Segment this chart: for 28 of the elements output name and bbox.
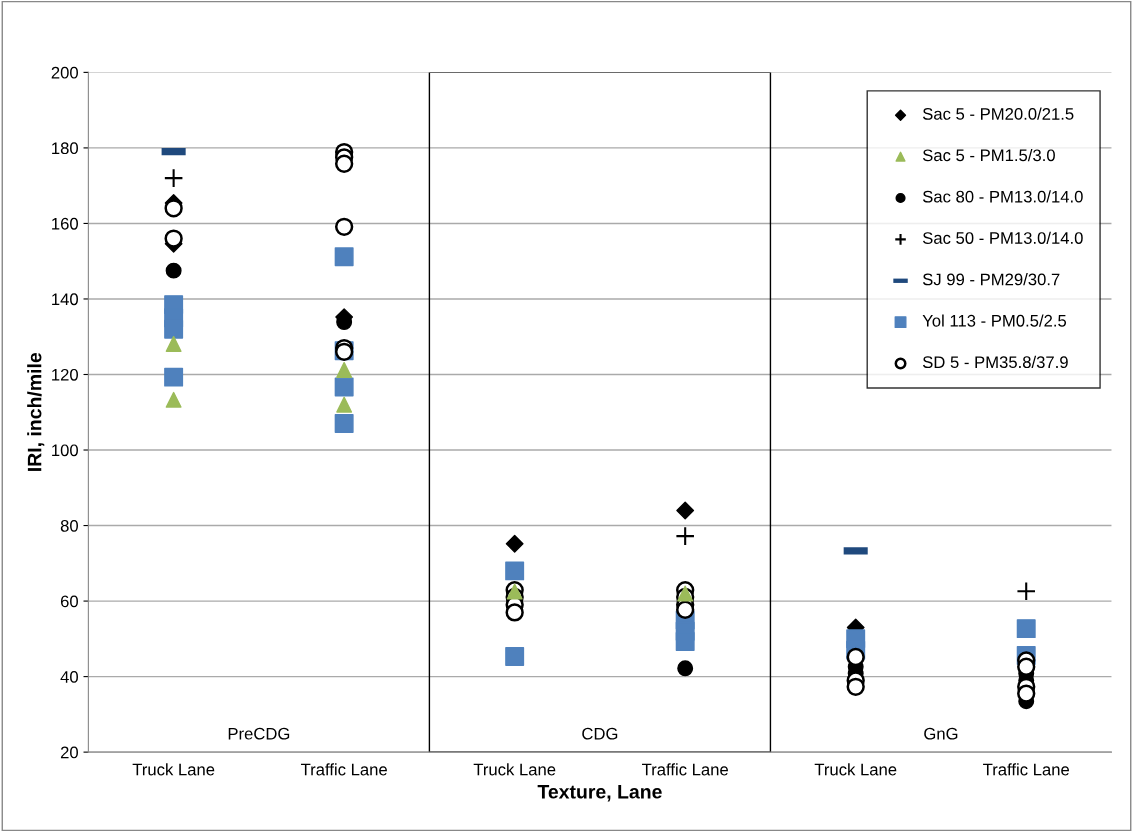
- x-tick-label: Truck Lane: [132, 763, 215, 776]
- y-tick-label: 200: [51, 66, 78, 79]
- x-tick-label: Traffic Lane: [300, 763, 387, 776]
- legend-label: Sac 80 - PM13.0/14.0: [922, 190, 1083, 203]
- legend-label: Yol 113 - PM0.5/2.5: [922, 314, 1067, 327]
- annotation: CDG: [582, 727, 618, 740]
- y-tick-label: 140: [52, 293, 78, 306]
- legend-label: Sac 5 - PM20.0/21.5: [922, 107, 1074, 120]
- y-tick-label: 40: [60, 671, 78, 683]
- x-tick-label: Truck Lane: [473, 763, 556, 776]
- y-tick-label: 60: [60, 595, 78, 608]
- y-axis-title: IRI, inch/mile: [27, 352, 45, 471]
- y-tick-label: 160: [52, 217, 78, 230]
- x-axis-title: Texture, Lane: [537, 785, 662, 802]
- y-tick-label: 180: [52, 142, 78, 155]
- legend-label: SJ 99 - PM29/30.7: [922, 273, 1060, 286]
- legend-label: Sac 50 - PM13.0/14.0: [922, 231, 1083, 244]
- x-tick-label: Truck Lane: [814, 763, 897, 776]
- legend-label: SD 5 - PM35.8/37.9: [922, 355, 1068, 369]
- legend-label: Sac 5 - PM1.5/3.0: [922, 148, 1055, 162]
- y-tick-label: 20: [60, 746, 78, 759]
- y-tick-label: 80: [60, 519, 78, 532]
- annotation: PreCDG: [228, 727, 290, 740]
- x-tick-label: Traffic Lane: [983, 763, 1070, 776]
- x-tick-label: Traffic Lane: [642, 763, 728, 776]
- y-tick-label: 100: [52, 444, 78, 457]
- y-tick-label: 120: [52, 368, 78, 381]
- annotation: GnG: [924, 727, 958, 740]
